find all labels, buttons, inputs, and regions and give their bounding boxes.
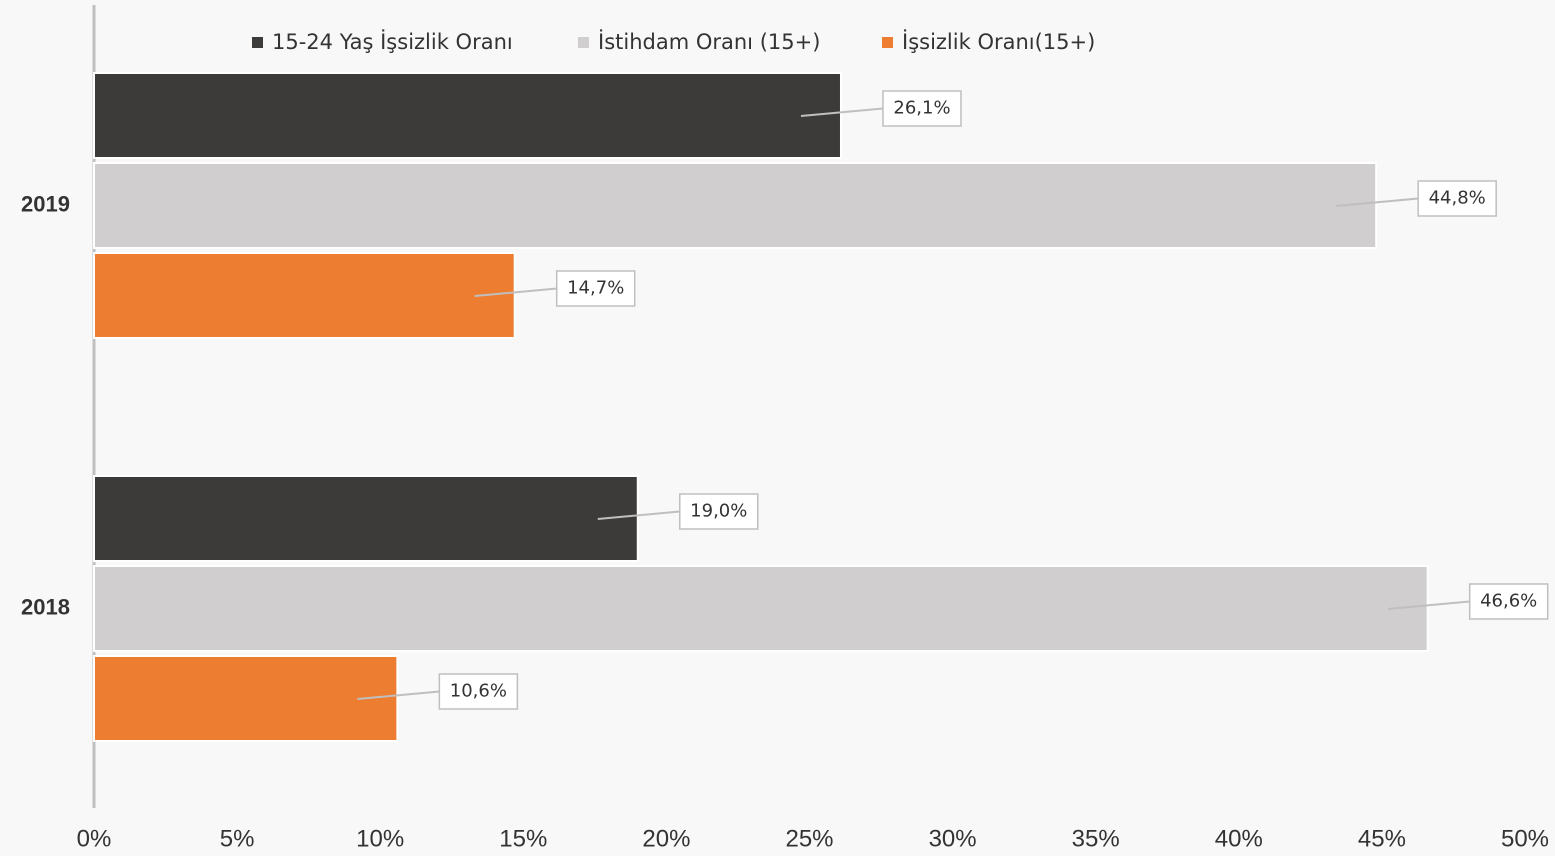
category-label: 2018 bbox=[21, 594, 70, 619]
x-tick-label: 5% bbox=[220, 825, 255, 852]
callout-pointer bbox=[597, 510, 680, 520]
bar bbox=[93, 162, 1378, 249]
data-label: 14,7% bbox=[567, 278, 624, 299]
bar bbox=[93, 655, 399, 742]
callout-pointer bbox=[1336, 197, 1419, 207]
x-tick-label: 20% bbox=[642, 825, 690, 852]
callout-pointer bbox=[357, 690, 440, 700]
callout-pointer bbox=[800, 107, 884, 117]
x-tick-label: 15% bbox=[499, 825, 547, 852]
x-tick-label: 0% bbox=[77, 825, 112, 852]
legend-label: İşsizlik Oranı(15+) bbox=[902, 29, 1095, 54]
bar bbox=[93, 252, 516, 339]
data-label-box bbox=[438, 673, 519, 710]
data-label-box bbox=[1468, 583, 1549, 620]
data-label-box bbox=[555, 270, 636, 307]
callout-pointer bbox=[1387, 600, 1470, 610]
data-label-box bbox=[1417, 180, 1497, 217]
data-label: 46,6% bbox=[1480, 591, 1537, 612]
legend-swatch bbox=[252, 37, 263, 48]
x-tick-label: 50% bbox=[1501, 825, 1549, 852]
x-tick-label: 25% bbox=[785, 825, 833, 852]
legend-swatch bbox=[882, 37, 893, 48]
data-label: 19,0% bbox=[690, 501, 747, 522]
bar bbox=[93, 475, 639, 562]
category-label: 2019 bbox=[21, 191, 70, 216]
x-tick-label: 30% bbox=[929, 825, 977, 852]
data-label-box bbox=[679, 493, 759, 530]
x-tick-label: 40% bbox=[1215, 825, 1263, 852]
callout-pointer bbox=[474, 287, 557, 297]
bar bbox=[93, 565, 1429, 652]
x-tick-label: 35% bbox=[1072, 825, 1120, 852]
data-label-box bbox=[882, 90, 962, 127]
legend-swatch bbox=[578, 37, 589, 48]
data-label: 26,1% bbox=[893, 98, 950, 119]
x-tick-label: 10% bbox=[356, 825, 404, 852]
legend-label: İstihdam Oranı (15+) bbox=[598, 29, 820, 54]
x-tick-label: 45% bbox=[1358, 825, 1406, 852]
data-label: 44,8% bbox=[1429, 188, 1486, 209]
bar bbox=[93, 72, 842, 159]
legend-label: 15-24 Yaş İşsizlik Oranı bbox=[272, 29, 513, 54]
data-label: 10,6% bbox=[450, 681, 507, 702]
